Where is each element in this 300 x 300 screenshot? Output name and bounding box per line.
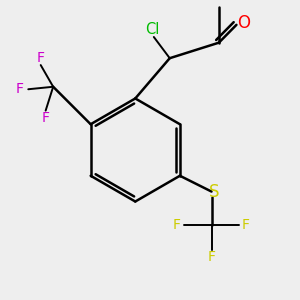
Text: F: F <box>42 111 50 125</box>
Text: F: F <box>173 218 181 233</box>
Text: F: F <box>242 218 250 233</box>
Text: F: F <box>15 82 23 96</box>
Text: Cl: Cl <box>145 22 160 37</box>
Text: S: S <box>209 183 220 201</box>
Text: F: F <box>37 51 45 65</box>
Text: O: O <box>237 14 250 32</box>
Text: F: F <box>208 250 215 264</box>
